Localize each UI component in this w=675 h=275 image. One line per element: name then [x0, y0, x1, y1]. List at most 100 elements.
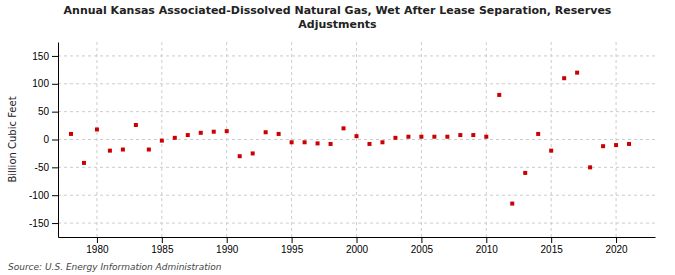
title-line: Adjustments [298, 18, 377, 31]
point [627, 142, 631, 146]
axis-line [58, 43, 59, 238]
tick: 2015 [541, 237, 564, 255]
tick: -100 [29, 190, 58, 201]
tick: 2020 [605, 237, 628, 255]
tick-label: -50 [35, 162, 50, 173]
tick-mark [97, 237, 98, 243]
point [497, 93, 501, 97]
tick-mark [162, 237, 163, 243]
grid-line [58, 111, 655, 112]
tick: 1995 [281, 237, 304, 255]
point [588, 165, 592, 169]
tick-label: 150 [32, 51, 49, 62]
tick-mark [52, 112, 58, 113]
grid-line [616, 42, 617, 237]
point [199, 131, 203, 135]
point [160, 139, 164, 143]
title: Annual Kansas Associated-Dissolved Natur… [64, 4, 612, 31]
point [549, 149, 553, 153]
point [575, 71, 579, 75]
point [121, 148, 125, 152]
point [147, 148, 151, 152]
tick-mark [52, 84, 58, 85]
point [445, 135, 449, 139]
point [277, 132, 281, 136]
tick-mark [616, 237, 617, 243]
point [186, 133, 190, 137]
tick-label: 2010 [476, 244, 499, 255]
tick: 0 [43, 134, 58, 145]
grid-line [421, 42, 422, 237]
grid-line [291, 42, 292, 237]
tick-mark [421, 237, 422, 243]
point [108, 149, 112, 153]
tick-mark [52, 195, 58, 196]
point [212, 130, 216, 134]
tick-mark [292, 237, 293, 243]
source-note: Source: U.S. Energy Information Administ… [8, 262, 222, 272]
tick-label: 2000 [346, 244, 369, 255]
grid-line [356, 42, 357, 237]
tick-label: 2020 [605, 244, 628, 255]
tick-mark [357, 237, 358, 243]
tick: -50 [35, 162, 58, 173]
point [614, 143, 618, 147]
tick: -150 [29, 218, 58, 229]
tick-mark [52, 167, 58, 168]
point [225, 129, 229, 133]
grid-line [226, 42, 227, 237]
tick-label: 100 [32, 78, 49, 89]
point [173, 136, 177, 140]
tick: 2010 [476, 237, 499, 255]
point [432, 135, 436, 139]
point [303, 140, 307, 144]
point [251, 151, 255, 155]
point [536, 132, 540, 136]
tick-label: -100 [29, 190, 49, 201]
tick-label: 2005 [411, 244, 434, 255]
plot-area: 1980 1985 1990 1995 2000 2005 2010 2015 2020 -150… [7, 42, 656, 255]
point [419, 135, 423, 139]
grid-line [96, 42, 97, 237]
point [484, 135, 488, 139]
y-axis: -150 -100 -50 0 50 100 150 [29, 43, 59, 238]
point [82, 161, 86, 165]
tick-label: -150 [29, 218, 49, 229]
tick-label: 1985 [151, 244, 174, 255]
point [367, 142, 371, 146]
tick-label: 1990 [216, 244, 239, 255]
grid-line [551, 42, 552, 237]
chart: 1980 1985 1990 1995 2000 2005 2010 2015 2020 -150… [0, 0, 675, 275]
point [329, 142, 333, 146]
tick: 2000 [346, 237, 369, 255]
tick-mark [551, 237, 552, 243]
point [316, 141, 320, 145]
tick-label: 50 [38, 106, 50, 117]
grid [58, 42, 655, 237]
tick-mark [52, 140, 58, 141]
point [290, 140, 294, 144]
points [69, 71, 631, 206]
tick: 150 [32, 51, 58, 62]
grid-line [58, 167, 655, 168]
tick: 2005 [411, 237, 434, 255]
point [523, 171, 527, 175]
point [562, 76, 566, 80]
tick: 100 [32, 78, 58, 89]
point [471, 133, 475, 137]
point [601, 144, 605, 148]
tick-label: 0 [43, 134, 49, 145]
tick-mark [486, 237, 487, 243]
grid-line [486, 42, 487, 237]
point [458, 133, 462, 137]
tick-mark [227, 237, 228, 243]
tick-label: 1980 [86, 244, 109, 255]
title-line: Annual Kansas Associated-Dissolved Natur… [64, 4, 612, 17]
point [134, 123, 138, 127]
tick-mark [52, 56, 58, 57]
tick: 1985 [151, 237, 174, 255]
point [393, 136, 397, 140]
tick: 50 [38, 106, 58, 117]
point [510, 202, 514, 206]
point [69, 132, 73, 136]
